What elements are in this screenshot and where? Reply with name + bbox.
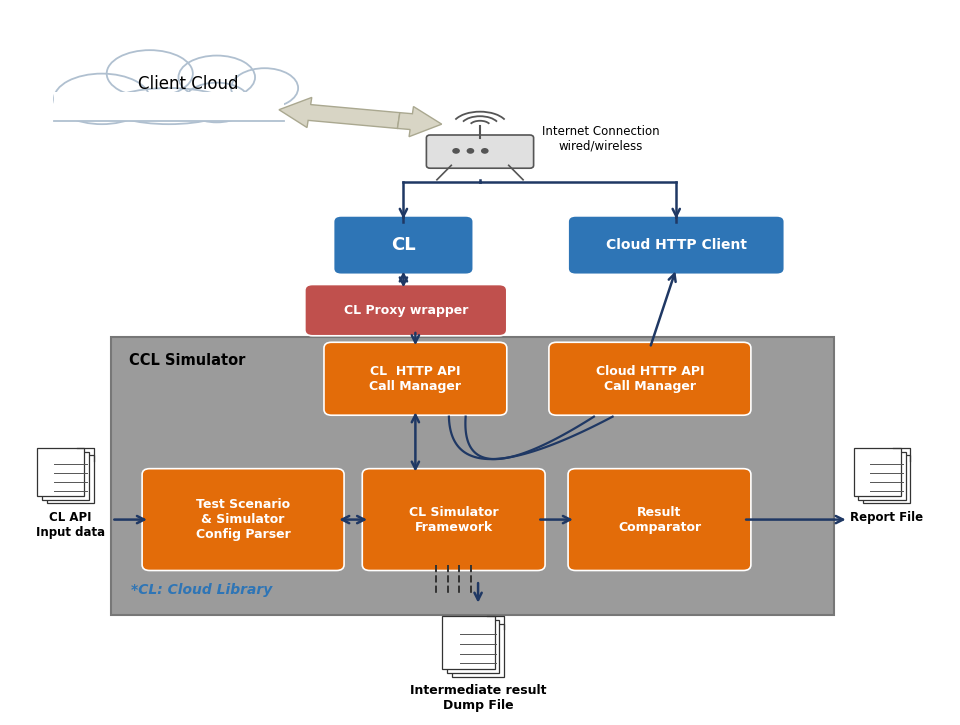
Text: CCL Simulator: CCL Simulator [129, 353, 245, 368]
Text: CL API
Input data: CL API Input data [36, 510, 105, 539]
FancyBboxPatch shape [333, 216, 473, 274]
Ellipse shape [107, 50, 193, 97]
Circle shape [467, 148, 474, 154]
Ellipse shape [107, 88, 231, 124]
FancyBboxPatch shape [362, 468, 545, 571]
FancyBboxPatch shape [47, 455, 94, 503]
Text: CL Simulator
Framework: CL Simulator Framework [409, 505, 498, 534]
Circle shape [452, 148, 460, 154]
Text: Cloud HTTP Client: Cloud HTTP Client [606, 238, 747, 252]
FancyBboxPatch shape [42, 452, 89, 500]
Ellipse shape [231, 68, 299, 108]
FancyBboxPatch shape [549, 342, 751, 415]
Text: CL  HTTP API
Call Manager: CL HTTP API Call Manager [370, 365, 462, 393]
Text: Result
Comparator: Result Comparator [618, 505, 701, 534]
Ellipse shape [179, 56, 255, 99]
Ellipse shape [54, 74, 150, 124]
FancyBboxPatch shape [853, 448, 900, 496]
Text: Client Cloud: Client Cloud [138, 75, 238, 94]
FancyBboxPatch shape [452, 624, 504, 676]
Circle shape [481, 148, 489, 154]
FancyBboxPatch shape [426, 135, 534, 168]
Text: Cloud HTTP API
Call Manager: Cloud HTTP API Call Manager [595, 365, 704, 393]
Ellipse shape [183, 83, 251, 123]
Text: Intermediate result
Dump File: Intermediate result Dump File [410, 684, 546, 712]
FancyBboxPatch shape [142, 468, 344, 571]
Text: Internet Connection
wired/wireless: Internet Connection wired/wireless [542, 125, 660, 152]
FancyBboxPatch shape [305, 284, 507, 336]
FancyBboxPatch shape [568, 468, 751, 571]
FancyArrow shape [397, 107, 442, 137]
FancyBboxPatch shape [863, 455, 910, 503]
FancyArrow shape [279, 97, 400, 128]
Text: Report File: Report File [851, 510, 924, 523]
Text: CL: CL [391, 236, 416, 254]
FancyBboxPatch shape [568, 216, 784, 274]
FancyBboxPatch shape [324, 342, 507, 415]
FancyBboxPatch shape [447, 620, 499, 673]
FancyBboxPatch shape [858, 452, 905, 500]
Text: Test Scenario
& Simulator
Config Parser: Test Scenario & Simulator Config Parser [196, 498, 291, 541]
FancyBboxPatch shape [37, 448, 84, 496]
Text: CL Proxy wrapper: CL Proxy wrapper [344, 304, 468, 317]
FancyBboxPatch shape [54, 91, 284, 120]
FancyBboxPatch shape [111, 337, 834, 616]
FancyBboxPatch shape [443, 616, 494, 669]
Text: *CL: Cloud Library: *CL: Cloud Library [131, 583, 272, 597]
